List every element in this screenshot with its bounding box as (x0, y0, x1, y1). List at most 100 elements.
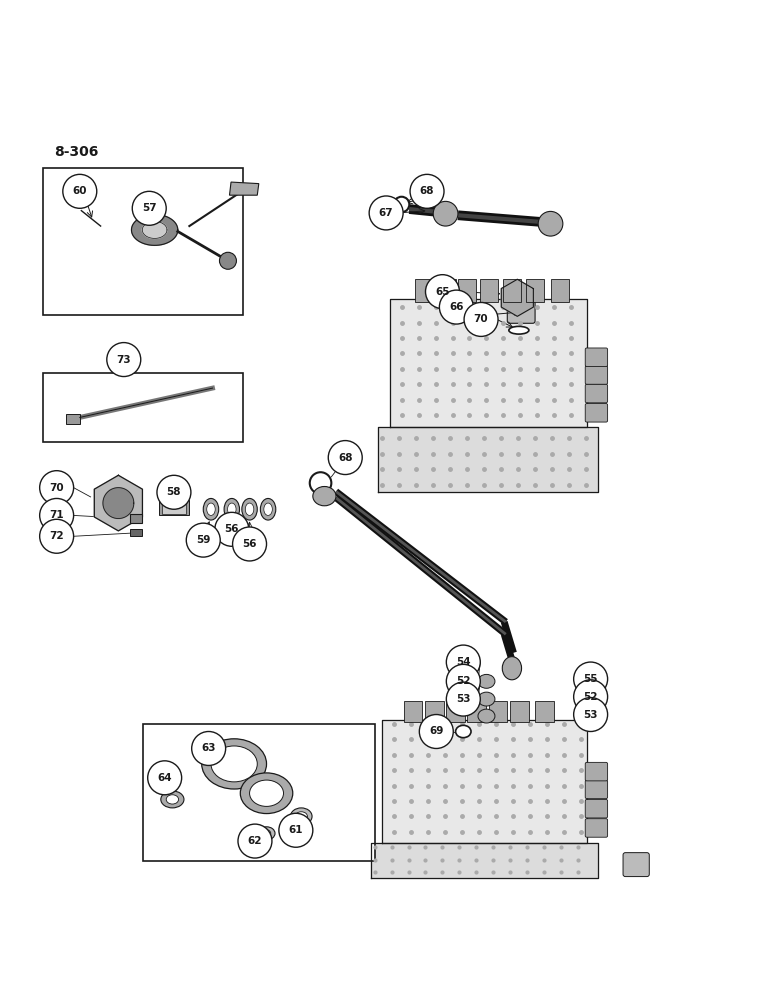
FancyBboxPatch shape (585, 348, 608, 367)
Text: 53: 53 (583, 710, 598, 720)
Ellipse shape (478, 692, 495, 706)
Text: 65: 65 (435, 287, 450, 297)
Circle shape (328, 441, 362, 475)
Ellipse shape (224, 498, 239, 520)
Text: 69: 69 (429, 726, 444, 736)
Text: 55: 55 (583, 674, 598, 684)
Text: 70: 70 (49, 483, 64, 493)
Circle shape (215, 512, 249, 546)
FancyBboxPatch shape (585, 819, 608, 837)
Circle shape (40, 498, 73, 532)
Text: 56: 56 (225, 524, 239, 534)
Ellipse shape (166, 795, 179, 804)
Ellipse shape (250, 780, 283, 806)
Polygon shape (130, 514, 141, 523)
Circle shape (157, 475, 191, 509)
Ellipse shape (242, 498, 257, 520)
Ellipse shape (313, 486, 336, 506)
Ellipse shape (240, 773, 292, 814)
Circle shape (186, 523, 220, 557)
Circle shape (410, 174, 444, 208)
Text: 57: 57 (142, 203, 157, 213)
FancyBboxPatch shape (585, 384, 608, 403)
FancyBboxPatch shape (585, 780, 608, 799)
Circle shape (573, 662, 608, 696)
Circle shape (446, 682, 480, 716)
Polygon shape (382, 720, 587, 843)
Ellipse shape (295, 812, 307, 821)
Polygon shape (142, 221, 167, 238)
Ellipse shape (502, 657, 522, 680)
FancyBboxPatch shape (426, 701, 444, 722)
Ellipse shape (258, 827, 275, 840)
FancyBboxPatch shape (458, 279, 477, 302)
Text: 70: 70 (473, 314, 488, 324)
Polygon shape (162, 502, 186, 514)
Ellipse shape (587, 716, 601, 728)
FancyBboxPatch shape (437, 279, 456, 302)
Text: 54: 54 (456, 657, 470, 667)
Ellipse shape (228, 503, 236, 515)
Ellipse shape (207, 503, 215, 515)
Text: 71: 71 (49, 510, 64, 520)
Ellipse shape (587, 684, 601, 696)
FancyBboxPatch shape (507, 297, 535, 323)
Polygon shape (390, 299, 587, 427)
FancyBboxPatch shape (489, 701, 507, 722)
Text: 56: 56 (243, 539, 257, 549)
Circle shape (232, 527, 267, 561)
Polygon shape (378, 427, 598, 492)
Text: 53: 53 (456, 694, 470, 704)
Text: 73: 73 (116, 355, 131, 365)
FancyBboxPatch shape (43, 168, 243, 315)
Ellipse shape (509, 326, 529, 334)
Text: 64: 64 (158, 773, 172, 783)
Circle shape (279, 813, 313, 847)
FancyBboxPatch shape (404, 701, 423, 722)
Text: 72: 72 (49, 531, 64, 541)
FancyBboxPatch shape (510, 701, 529, 722)
FancyBboxPatch shape (143, 724, 374, 861)
Ellipse shape (264, 503, 272, 515)
Ellipse shape (478, 709, 495, 723)
Circle shape (446, 664, 480, 698)
Ellipse shape (246, 503, 254, 515)
FancyBboxPatch shape (467, 701, 486, 722)
Circle shape (192, 732, 225, 765)
Circle shape (238, 824, 272, 858)
Ellipse shape (202, 739, 267, 789)
Ellipse shape (262, 830, 271, 837)
FancyBboxPatch shape (535, 701, 554, 722)
Polygon shape (502, 279, 534, 316)
FancyBboxPatch shape (585, 404, 608, 422)
FancyBboxPatch shape (585, 799, 608, 818)
Text: 58: 58 (167, 487, 181, 497)
FancyBboxPatch shape (446, 701, 465, 722)
Text: 52: 52 (583, 692, 598, 702)
Circle shape (147, 761, 182, 795)
Polygon shape (130, 529, 141, 536)
Text: 67: 67 (379, 208, 393, 218)
Polygon shape (370, 843, 598, 878)
Ellipse shape (456, 725, 471, 738)
Circle shape (433, 201, 458, 226)
Text: 60: 60 (73, 186, 87, 196)
Circle shape (40, 519, 73, 553)
Ellipse shape (88, 219, 103, 228)
Text: 63: 63 (201, 743, 216, 753)
Circle shape (439, 290, 473, 324)
FancyBboxPatch shape (502, 279, 521, 302)
FancyBboxPatch shape (585, 366, 608, 384)
Polygon shape (94, 475, 143, 531)
FancyBboxPatch shape (585, 762, 608, 781)
FancyBboxPatch shape (416, 279, 434, 302)
Ellipse shape (478, 674, 495, 688)
FancyBboxPatch shape (526, 279, 544, 302)
Text: 68: 68 (420, 186, 434, 196)
Circle shape (464, 302, 498, 336)
Ellipse shape (310, 472, 332, 494)
Text: 61: 61 (289, 825, 303, 835)
Polygon shape (66, 414, 80, 424)
Text: 52: 52 (456, 676, 470, 686)
Polygon shape (103, 488, 134, 519)
